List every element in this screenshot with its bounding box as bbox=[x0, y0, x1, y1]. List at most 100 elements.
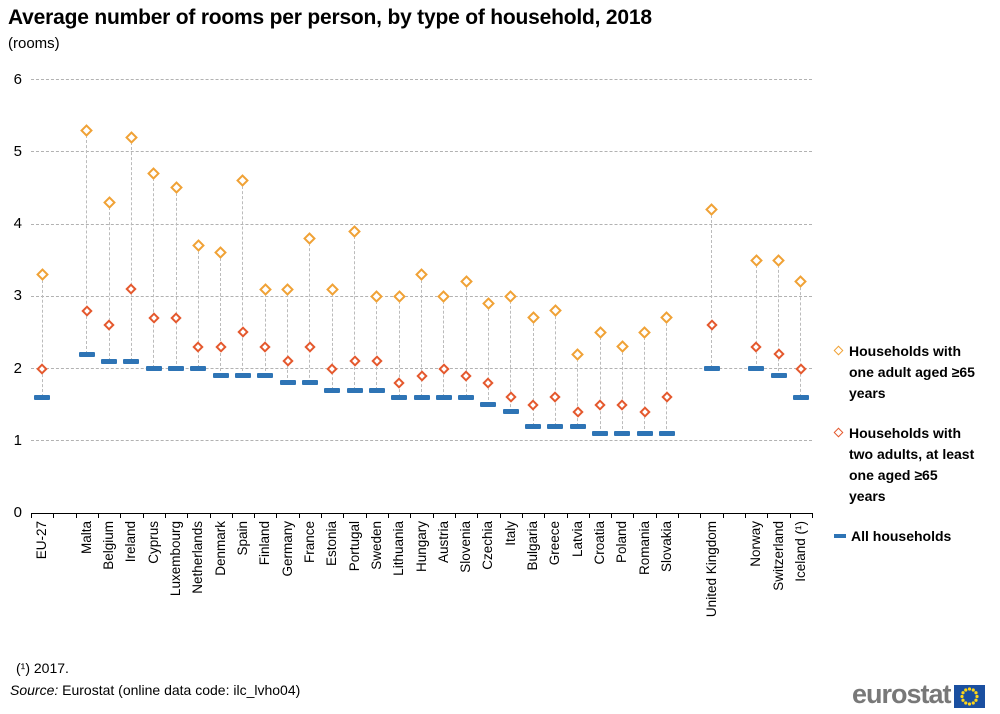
range-connector bbox=[778, 260, 780, 376]
chart-title: Average number of rooms per person, by t… bbox=[8, 6, 652, 29]
range-connector bbox=[510, 296, 512, 412]
x-axis-tick bbox=[499, 514, 501, 518]
marker-two-adults-65 bbox=[214, 341, 227, 353]
x-axis-tick bbox=[544, 514, 546, 518]
range-connector bbox=[554, 310, 556, 427]
range-connector bbox=[309, 238, 311, 383]
x-category-label: Austria bbox=[435, 521, 451, 564]
x-axis-tick bbox=[521, 514, 523, 518]
marker-one-adult-65 bbox=[593, 326, 607, 339]
x-category-label: Germany bbox=[279, 521, 295, 577]
x-axis-tick bbox=[321, 514, 323, 518]
marker-all-households bbox=[145, 366, 162, 371]
x-category-label: Poland bbox=[614, 521, 630, 564]
gridline bbox=[31, 79, 812, 80]
marker-two-adults-65 bbox=[103, 319, 115, 331]
x-category-label: Slovenia bbox=[458, 521, 474, 573]
x-axis-tick bbox=[187, 514, 189, 518]
gridline bbox=[31, 440, 812, 442]
marker-all-households bbox=[257, 373, 274, 379]
marker-all-households bbox=[123, 358, 140, 364]
marker-two-adults-65 bbox=[281, 355, 294, 367]
range-connector bbox=[666, 317, 668, 434]
marker-two-adults-65 bbox=[750, 341, 762, 353]
marker-one-adult-65 bbox=[571, 347, 585, 361]
x-axis-tick bbox=[97, 514, 99, 518]
marker-one-adult-65 bbox=[549, 304, 562, 318]
marker-two-adults-65 bbox=[638, 406, 651, 418]
marker-one-adult-65 bbox=[749, 253, 763, 267]
legend: Households with one adult aged ≥65 years… bbox=[833, 341, 1000, 566]
x-axis-tick bbox=[276, 514, 278, 518]
dash-marker-icon bbox=[834, 534, 846, 538]
legend-item-two-adults: Households with two adults, at least one… bbox=[833, 423, 1000, 507]
x-category-label: Luxembourg bbox=[168, 521, 184, 597]
x-axis-tick bbox=[231, 514, 233, 518]
x-axis-tick bbox=[31, 514, 32, 518]
x-category-label: Greece bbox=[547, 521, 563, 566]
x-axis-tick bbox=[75, 514, 77, 518]
range-connector bbox=[108, 202, 110, 362]
marker-two-adults-65 bbox=[36, 362, 48, 375]
marker-two-adults-65 bbox=[438, 362, 450, 375]
marker-all-households bbox=[324, 387, 341, 393]
x-axis-tick bbox=[477, 514, 479, 518]
marker-one-adult-65 bbox=[615, 340, 629, 354]
marker-all-households bbox=[614, 431, 631, 437]
marker-all-households bbox=[368, 387, 385, 393]
eurostat-logo-text: eurostat bbox=[852, 679, 952, 709]
marker-two-adults-65 bbox=[415, 370, 428, 382]
chart-subtitle: (rooms) bbox=[8, 35, 60, 52]
x-axis-tick bbox=[410, 514, 412, 518]
x-axis-tick bbox=[120, 514, 122, 518]
marker-two-adults-65 bbox=[393, 377, 405, 389]
x-category-label: Czechia bbox=[480, 521, 496, 570]
marker-two-adults-65 bbox=[616, 398, 628, 411]
range-connector bbox=[153, 173, 155, 369]
marker-two-adults-65 bbox=[148, 312, 160, 324]
range-connector bbox=[465, 281, 467, 398]
range-connector bbox=[443, 296, 445, 398]
marker-two-adults-65 bbox=[705, 319, 718, 331]
y-tick-label: 6 bbox=[13, 70, 22, 88]
marker-one-adult-65 bbox=[660, 311, 674, 325]
marker-one-adult-65 bbox=[169, 181, 183, 195]
marker-all-households bbox=[703, 366, 720, 371]
x-axis-tick bbox=[745, 514, 747, 518]
range-connector bbox=[130, 137, 132, 362]
y-tick-label: 0 bbox=[13, 504, 22, 521]
marker-two-adults-65 bbox=[505, 391, 517, 404]
y-tick-label: 2 bbox=[13, 359, 22, 377]
marker-two-adults-65 bbox=[661, 391, 673, 404]
marker-one-adult-65 bbox=[437, 289, 451, 303]
x-axis-tick bbox=[566, 514, 568, 518]
x-category-label: Slovakia bbox=[658, 521, 674, 573]
range-connector bbox=[175, 187, 177, 369]
range-connector bbox=[599, 332, 601, 434]
range-connector bbox=[197, 245, 199, 369]
marker-one-adult-65 bbox=[102, 195, 116, 209]
range-connector bbox=[242, 180, 244, 376]
marker-two-adults-65 bbox=[348, 355, 361, 367]
marker-all-households bbox=[413, 394, 430, 400]
marker-all-households bbox=[770, 373, 787, 379]
x-category-label: Latvia bbox=[569, 521, 585, 558]
marker-all-households bbox=[480, 402, 497, 408]
x-axis-tick bbox=[700, 514, 702, 518]
x-category-label: Bulgaria bbox=[525, 521, 541, 571]
x-axis-tick bbox=[53, 514, 55, 518]
x-axis-tick bbox=[611, 514, 613, 518]
marker-one-adult-65 bbox=[370, 289, 384, 303]
marker-two-adults-65 bbox=[795, 362, 807, 375]
range-connector bbox=[644, 332, 646, 434]
marker-all-households bbox=[569, 423, 586, 429]
range-connector bbox=[487, 303, 489, 405]
legend-label: All households bbox=[851, 528, 952, 544]
marker-one-adult-65 bbox=[191, 239, 205, 253]
range-connector bbox=[264, 289, 266, 376]
marker-one-adult-65 bbox=[80, 123, 94, 137]
marker-all-households bbox=[792, 394, 809, 400]
marker-one-adult-65 bbox=[415, 268, 428, 281]
x-axis-tick bbox=[588, 514, 590, 518]
range-connector bbox=[621, 346, 623, 434]
